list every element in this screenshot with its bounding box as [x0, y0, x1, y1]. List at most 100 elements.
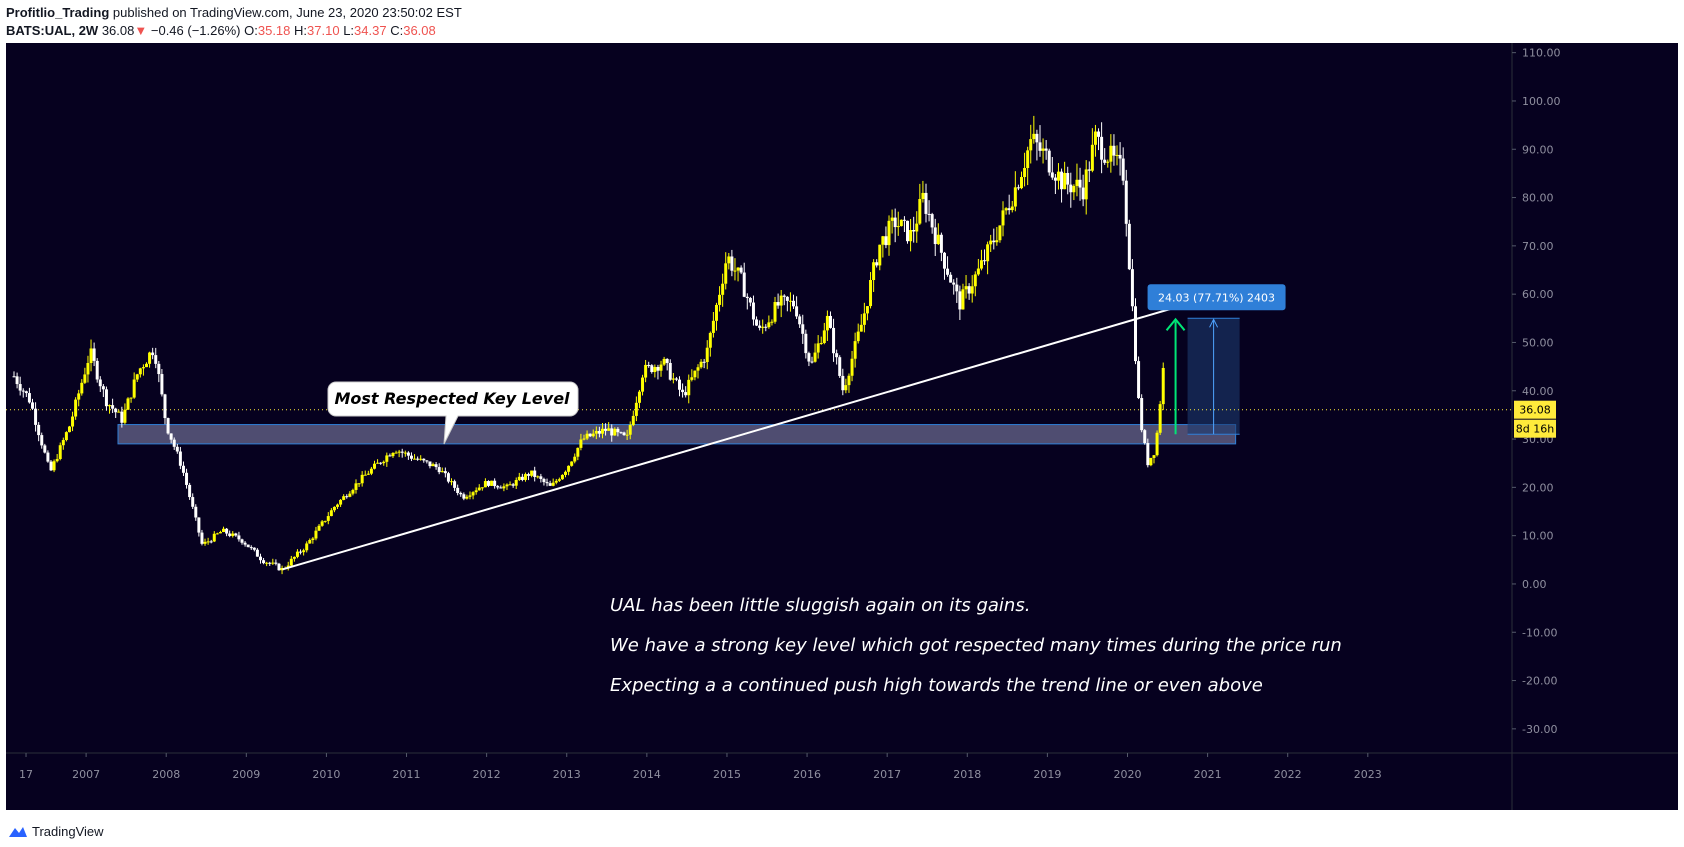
candle-body — [428, 461, 432, 467]
candle-body — [573, 456, 577, 462]
candle-body — [751, 302, 755, 320]
x-tick-label: 2007 — [72, 768, 100, 781]
candle-body — [619, 432, 623, 434]
candle-body — [154, 355, 158, 364]
candle-body — [810, 361, 814, 363]
candle-body — [1047, 150, 1051, 173]
candle-body — [1053, 177, 1057, 181]
candle-body — [647, 364, 651, 366]
candle-body — [551, 482, 555, 486]
candle-body — [1029, 139, 1033, 151]
candle-body — [853, 341, 857, 359]
candle-body — [194, 506, 198, 518]
candle-body — [185, 472, 189, 485]
candle-body — [748, 298, 752, 303]
candle-body — [49, 461, 53, 471]
price-chart[interactable]: 110.00 100.00 90.00 80.00 70.00 60.00 50.00 40.… — [6, 43, 1678, 810]
candle-body — [181, 465, 185, 473]
key-level-zone[interactable] — [117, 424, 1237, 445]
candle-body — [295, 551, 299, 557]
candle-body — [104, 389, 108, 407]
y-tick-label: 50.00 — [1522, 336, 1554, 349]
candle-body — [406, 452, 410, 456]
candle-body — [1115, 154, 1119, 156]
candle-body — [30, 402, 34, 409]
candle-body — [964, 286, 968, 290]
candle-body — [1149, 457, 1153, 466]
candle-body — [610, 428, 614, 436]
candle-body — [431, 464, 435, 467]
trend-line[interactable] — [282, 307, 1172, 571]
candle-body — [631, 415, 635, 426]
candle-body — [906, 220, 910, 242]
candle-body — [123, 409, 127, 423]
candle-body — [419, 458, 423, 460]
candle-body — [114, 408, 118, 413]
candle-body — [724, 263, 728, 284]
candle-body — [896, 226, 900, 228]
candle-body — [758, 325, 762, 328]
candle-body — [228, 533, 232, 536]
high-label: H: — [294, 23, 308, 38]
candle-body — [231, 533, 235, 536]
candle-body — [379, 462, 383, 464]
candle-body — [12, 376, 16, 378]
candle-body — [277, 563, 281, 571]
candle-body — [1097, 131, 1101, 137]
candle-body — [1032, 133, 1036, 140]
candle-body — [1118, 154, 1122, 159]
candle-body — [382, 461, 386, 464]
candle-body — [98, 379, 102, 387]
candle-body — [591, 433, 595, 437]
candle-body — [86, 363, 90, 375]
candle-body — [388, 455, 392, 457]
candle-body — [875, 262, 879, 266]
candle-body — [856, 331, 860, 342]
candle-body — [302, 550, 306, 553]
candle-body — [681, 389, 685, 393]
author-name[interactable]: Profitlio_Trading — [6, 5, 110, 20]
candle-body — [132, 379, 136, 398]
candle-body — [745, 296, 749, 299]
current-price-label: 36.08 — [1519, 404, 1551, 417]
candle-body — [902, 219, 906, 221]
candle-body — [844, 385, 848, 391]
candle-body — [970, 286, 974, 294]
candle-body — [671, 378, 675, 380]
candle-body — [1106, 161, 1110, 163]
candle-body — [1050, 172, 1054, 178]
candle-body — [869, 280, 873, 307]
candle-body — [1063, 172, 1067, 190]
candle-body — [816, 343, 820, 353]
x-tick-label: 2010 — [312, 768, 340, 781]
candle-body — [40, 435, 44, 446]
candle-body — [425, 460, 429, 462]
candle-body — [570, 461, 574, 466]
candle-body — [483, 481, 487, 488]
candle-body — [1124, 180, 1128, 224]
x-tick-label: 2012 — [473, 768, 501, 781]
symbol-label[interactable]: BATS:UAL, 2W — [6, 23, 99, 38]
measure-label-box[interactable] — [1147, 284, 1286, 311]
measure-arrow-head — [1209, 318, 1219, 328]
candle-body — [641, 377, 645, 392]
candle-body — [138, 368, 142, 375]
candle-body — [795, 306, 799, 317]
candle-body — [838, 357, 842, 376]
candle-body — [77, 393, 81, 400]
candle-body — [89, 348, 93, 364]
candle-body — [924, 192, 928, 214]
x-tick-label: 2020 — [1113, 768, 1141, 781]
candle-body — [215, 533, 219, 535]
green-up-arrow-head — [1165, 317, 1186, 331]
tradingview-cloud-icon[interactable] — [6, 824, 28, 838]
candle-body — [1103, 159, 1107, 163]
candle-body — [486, 481, 490, 486]
annotation-note: We have a strong key level which got res… — [610, 635, 1342, 656]
candle-body — [218, 532, 222, 534]
candle-body — [967, 286, 971, 294]
callout-bubble[interactable] — [327, 381, 579, 445]
candle-body — [422, 458, 426, 461]
chart-pane[interactable]: 110.00 100.00 90.00 80.00 70.00 60.00 50.00 40.… — [6, 43, 1678, 810]
tradingview-logo-text[interactable]: TradingView — [32, 823, 104, 839]
